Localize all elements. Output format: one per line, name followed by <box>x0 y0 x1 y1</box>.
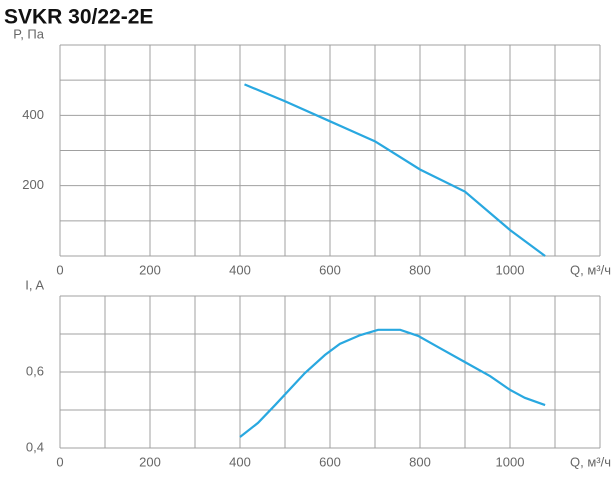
curve <box>244 83 546 257</box>
title: SVKR 30/22-2E <box>4 6 153 29</box>
x-tick-label: 0 <box>56 262 63 277</box>
y-tick-label: 200 <box>22 177 44 192</box>
x-axis-label: Q, м³/ч <box>570 454 611 469</box>
x-tick-label: 600 <box>319 454 341 469</box>
x-tick-label: 1000 <box>496 454 525 469</box>
y-tick-label: 400 <box>22 107 44 122</box>
y-axis-label: I, A <box>25 277 44 292</box>
x-tick-label: 0 <box>56 454 63 469</box>
x-tick-label: 400 <box>229 454 251 469</box>
y-tick-label: 0,4 <box>26 439 44 454</box>
x-tick-label: 200 <box>139 454 161 469</box>
x-axis-label: Q, м³/ч <box>570 262 611 277</box>
x-tick-label: 800 <box>409 454 431 469</box>
x-tick-label: 800 <box>409 262 431 277</box>
y-axis-label: P, Па <box>13 26 45 41</box>
x-tick-label: 400 <box>229 262 251 277</box>
y-tick-label: 0,6 <box>26 363 44 378</box>
x-tick-label: 200 <box>139 262 161 277</box>
curve <box>239 328 546 438</box>
x-tick-label: 600 <box>319 262 341 277</box>
x-tick-label: 1000 <box>496 262 525 277</box>
